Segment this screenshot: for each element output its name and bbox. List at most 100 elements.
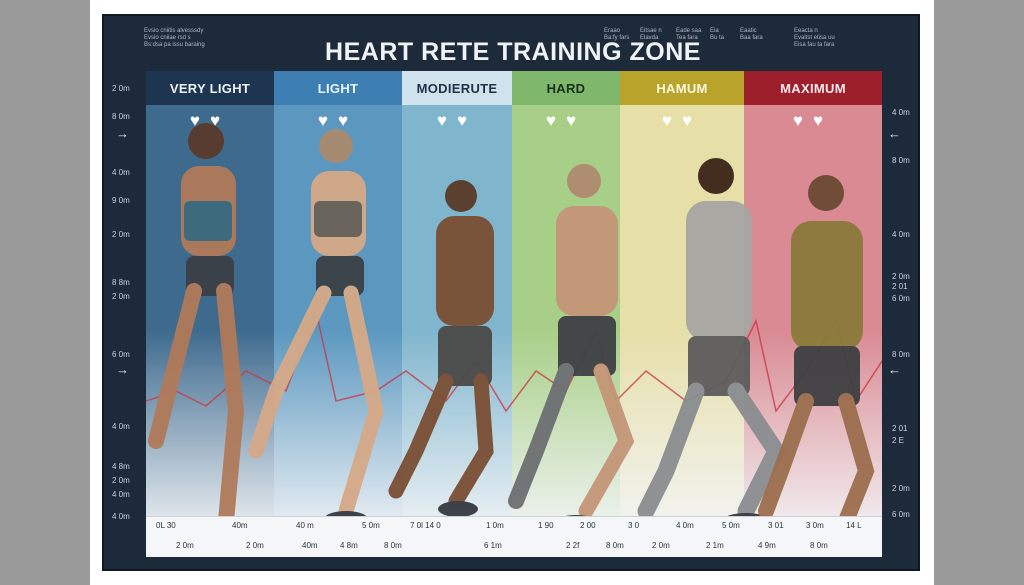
- bottom-scale-label: 4 8m: [340, 541, 358, 550]
- arrow-right-icon: →: [116, 126, 129, 141]
- right-axis-label: 2 01: [892, 424, 908, 433]
- right-axis-label: 6 0m: [892, 510, 910, 519]
- note-line: Bs:dsa pa issu baraing: [144, 42, 205, 48]
- left-axis-label: 2 0m: [112, 230, 130, 239]
- left-axis-label: 2 0m: [112, 84, 130, 93]
- heart-icons: ♥♥: [317, 111, 359, 130]
- arrow-right-icon: →: [116, 362, 129, 377]
- note-top-left: Evsio cniitis alvesssdy Evsio cniiae rsd…: [144, 28, 205, 49]
- bottom-scale-label: 2 0m: [176, 541, 194, 550]
- zone-chart: VERY LIGHT ♥♥ LIGHT ♥♥ MODIERUTE ♥♥ HARD…: [146, 71, 882, 541]
- zone-label: MAXIMUM: [744, 71, 882, 105]
- right-axis-label: 2 01: [892, 282, 908, 291]
- note-line: Ba:fy fars: [604, 35, 630, 41]
- bottom-scale-label: 8 0m: [384, 541, 402, 550]
- runners-illustration: [148, 123, 875, 539]
- left-axis-label: 4 0m: [112, 168, 130, 177]
- note-top-right-2: Eitsae n Elavda: [640, 28, 662, 42]
- left-axis-label: 8 8m: [112, 278, 130, 287]
- heart-icons: ♥♥: [545, 111, 587, 130]
- left-axis-label: 8 0m: [112, 112, 130, 121]
- note-line: Evaitst etisa uu: [794, 35, 835, 41]
- bottom-scale-label: 2 1m: [706, 541, 724, 550]
- note-line: Evsio cniiae rsd s: [144, 35, 191, 41]
- runner-3: [388, 180, 494, 517]
- bottom-scale-label: 1 90: [538, 521, 554, 530]
- zone-label: HAMUM: [620, 71, 744, 105]
- zone-label: VERY LIGHT: [146, 71, 274, 105]
- note-line: Baa fara: [740, 35, 763, 41]
- note-line: Elavda: [640, 35, 659, 41]
- bottom-scale-label: 1 0m: [486, 521, 504, 530]
- bottom-scale-label: 7 0l 14 0: [410, 521, 441, 530]
- right-axis-label: 8 0m: [892, 156, 910, 165]
- arrow-left-icon: ←: [888, 362, 901, 377]
- bottom-scale-label: 3 01: [768, 521, 784, 530]
- bottom-scale-label: 8 0m: [810, 541, 828, 550]
- note-line: Eaatic: [740, 28, 757, 34]
- runner-2: [248, 129, 384, 527]
- runner-5: [637, 158, 786, 529]
- poster-title: HEART RETE TRAINING ZONE: [325, 38, 701, 66]
- left-axis-label: 4 0m: [112, 512, 130, 521]
- note-top-right-4: Eia Bu ta: [710, 28, 724, 42]
- bottom-scale-label: 40m: [302, 541, 318, 550]
- note-line: Tea fara: [676, 35, 698, 41]
- left-axis-label: 4 0m: [112, 422, 130, 431]
- right-axis-label: 8 0m: [892, 350, 910, 359]
- note-top-right-6: Eeacta n Evaitst etisa uu Eisa fau ta fa…: [794, 28, 835, 49]
- note-line: Eia: [710, 28, 719, 34]
- zone-label: HARD: [512, 71, 620, 105]
- right-axis-label: 2 E: [892, 436, 905, 445]
- bottom-scale: 0L 30 40m 40 m 5 0m 7 0l 14 0 1 0m 1 90 …: [146, 516, 882, 557]
- bottom-scale-label: 0L 30: [156, 521, 176, 530]
- bottom-scale-label: 3 0m: [806, 521, 824, 530]
- heart-icons: ♥♥: [792, 111, 834, 130]
- bottom-scale-label: 5 0m: [362, 521, 380, 530]
- bottom-scale-label: 6 1m: [484, 541, 502, 550]
- bottom-scale-label: 4 9m: [758, 541, 776, 550]
- left-axis-label: 9 0m: [112, 196, 130, 205]
- note-line: Eade saa: [676, 28, 702, 34]
- bottom-scale-label: 8 0m: [606, 541, 624, 550]
- left-axis-label: 2 0m: [112, 292, 130, 301]
- runner-4: [508, 164, 635, 531]
- bottom-scale-label: 14 L: [846, 521, 862, 530]
- heart-icons: ♥♥: [436, 111, 478, 130]
- left-axis-label: 2 0m: [112, 476, 130, 485]
- bottom-scale-label: 2 2f: [566, 541, 580, 550]
- left-axis-label: 4 0m: [112, 490, 130, 499]
- runner-6: [758, 175, 875, 537]
- zone-very-light: VERY LIGHT ♥♥: [146, 71, 274, 541]
- bottom-scale-label: 2 0m: [652, 541, 670, 550]
- note-line: Eeacta n: [794, 28, 818, 34]
- right-axis-label: 4 0m: [892, 230, 910, 239]
- bottom-scale-label: 40 m: [296, 521, 314, 530]
- zone-label: LIGHT: [274, 71, 402, 105]
- right-axis-label: 2 0m: [892, 272, 910, 281]
- poster: HEART RETE TRAINING ZONE Evsio cniitis a…: [102, 14, 920, 571]
- bottom-scale-label: 3 0: [628, 521, 640, 530]
- heart-icons: ♥♥: [661, 111, 703, 130]
- left-axis-label: 6 0m: [112, 350, 130, 359]
- bottom-scale-label: 5 0m: [722, 521, 740, 530]
- arrow-left-icon: ←: [888, 126, 901, 141]
- runner-1: [148, 123, 253, 539]
- bottom-scale-label: 2 0m: [246, 541, 264, 550]
- note-line: Eraao: [604, 28, 621, 34]
- right-axis-label: 2 0m: [892, 484, 910, 493]
- zone-label: MODIERUTE: [402, 71, 512, 105]
- note-top-right-3: Eade saa Tea fara: [676, 28, 701, 42]
- right-axis-label: 4 0m: [892, 108, 910, 117]
- bottom-scale-label: 2 00: [580, 521, 596, 530]
- note-top-right-1: Eraao Ba:fy fars: [604, 28, 629, 42]
- note-line: Evsio cniitis alvesssdy: [144, 28, 204, 34]
- bottom-scale-label: 40m: [232, 521, 248, 530]
- bottom-scale-label: 4 0m: [676, 521, 694, 530]
- note-line: Bu ta: [710, 35, 725, 41]
- heart-rate-trace: [146, 308, 882, 413]
- left-axis-label: 4 8m: [112, 462, 130, 471]
- note-line: Eisa fau ta fara: [794, 42, 835, 48]
- note-top-right-5: Eaatic Baa fara: [740, 28, 763, 42]
- right-axis-label: 6 0m: [892, 294, 910, 303]
